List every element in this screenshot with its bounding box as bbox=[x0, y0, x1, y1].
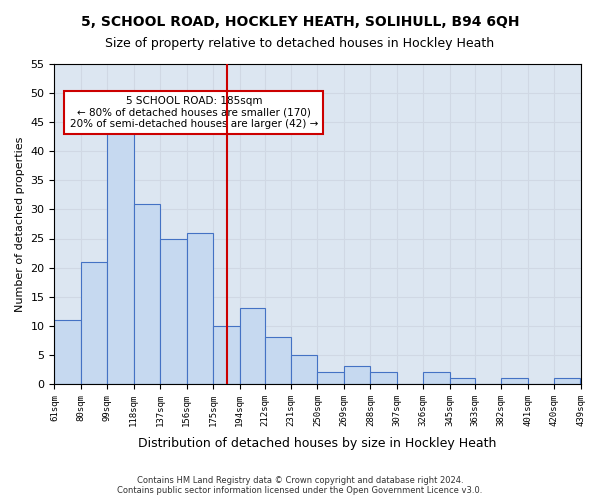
Bar bbox=[239, 308, 265, 384]
Y-axis label: Number of detached properties: Number of detached properties bbox=[15, 136, 25, 312]
Text: 5 SCHOOL ROAD: 185sqm
← 80% of detached houses are smaller (170)
20% of semi-det: 5 SCHOOL ROAD: 185sqm ← 80% of detached … bbox=[70, 96, 318, 129]
Bar bbox=[317, 372, 344, 384]
Bar bbox=[370, 372, 397, 384]
Bar bbox=[344, 366, 370, 384]
Text: Size of property relative to detached houses in Hockley Heath: Size of property relative to detached ho… bbox=[106, 38, 494, 51]
Bar bbox=[554, 378, 580, 384]
Bar bbox=[107, 104, 134, 384]
Text: 5, SCHOOL ROAD, HOCKLEY HEATH, SOLIHULL, B94 6QH: 5, SCHOOL ROAD, HOCKLEY HEATH, SOLIHULL,… bbox=[81, 15, 519, 29]
Bar bbox=[291, 355, 317, 384]
Bar bbox=[81, 262, 107, 384]
Bar bbox=[55, 320, 81, 384]
Bar bbox=[187, 232, 213, 384]
Text: Contains HM Land Registry data © Crown copyright and database right 2024.
Contai: Contains HM Land Registry data © Crown c… bbox=[118, 476, 482, 495]
Bar bbox=[160, 238, 187, 384]
Bar bbox=[265, 338, 291, 384]
Bar bbox=[134, 204, 160, 384]
Bar bbox=[213, 326, 239, 384]
Bar bbox=[501, 378, 527, 384]
X-axis label: Distribution of detached houses by size in Hockley Heath: Distribution of detached houses by size … bbox=[138, 437, 497, 450]
Bar bbox=[449, 378, 475, 384]
Bar bbox=[423, 372, 449, 384]
